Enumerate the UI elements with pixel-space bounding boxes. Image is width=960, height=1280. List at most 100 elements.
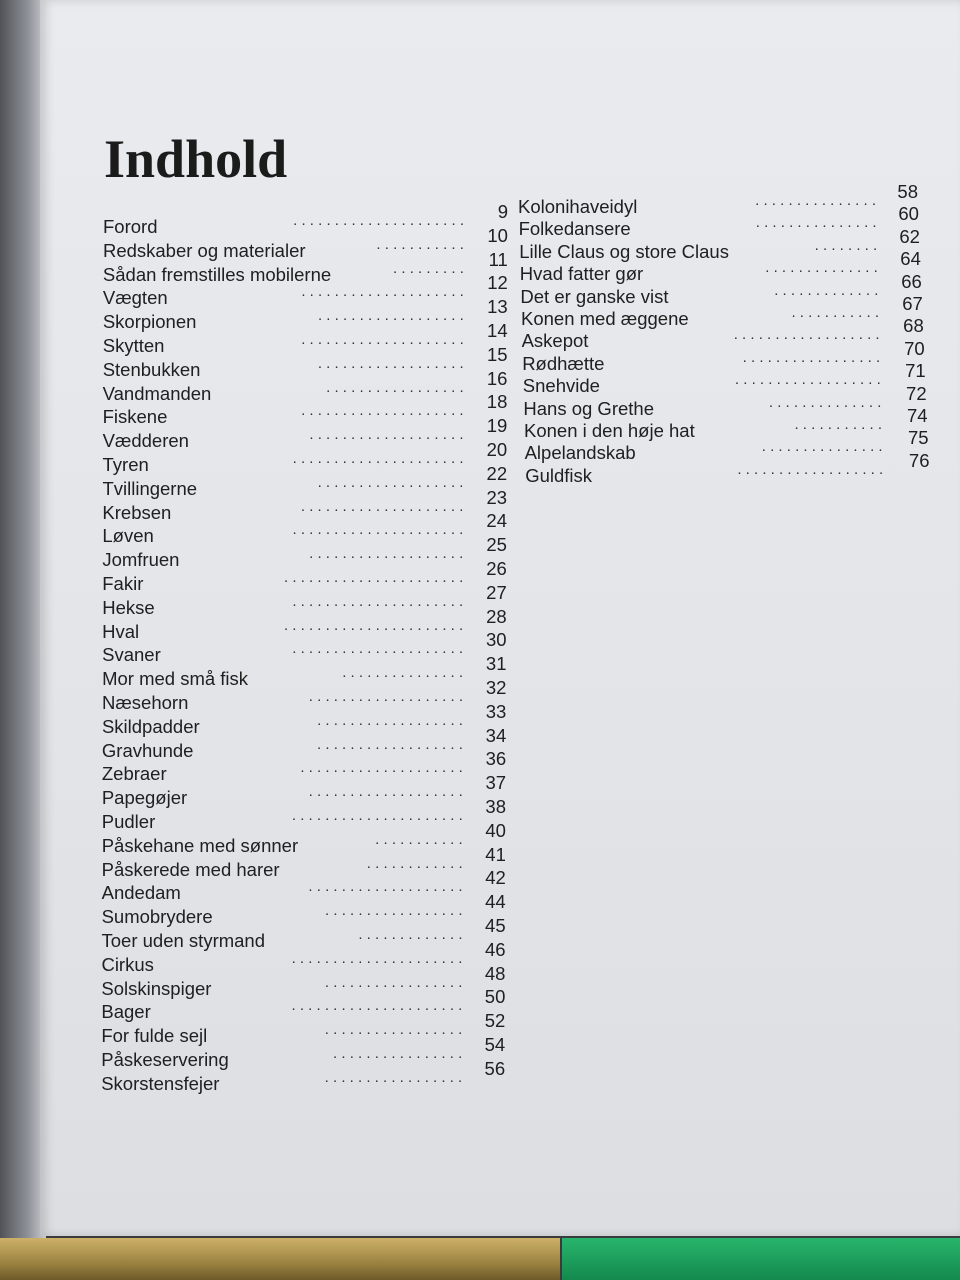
toc-entry-title: Hekse: [102, 596, 155, 618]
gold-book-edge: [0, 1238, 560, 1280]
toc-entry-title: Redskaber og materialer: [102, 239, 306, 261]
toc-entry: Redskaber og materialer . . . . . . . . .…: [102, 225, 508, 264]
toc-entry: Skorpionen . . . . . . . . . . . . . . . …: [102, 296, 508, 335]
toc-entry-title: Konen med æggene: [521, 307, 689, 329]
toc-entry-page: 19: [486, 415, 508, 437]
dot-leader: . . . . . . . . . . . . . . .: [342, 664, 464, 682]
toc-entry-title: Lille Claus og store Claus: [519, 240, 729, 262]
toc-entry-title: Tvillingerne: [102, 477, 198, 499]
toc-entry: Alpelandskab . . . . . . . . . . . . . . …: [525, 427, 929, 464]
dot-leader: . . . . . . . . . . . . . . . . . . . . …: [283, 616, 464, 634]
toc-entry: Påskeservering . . . . . . . . . . . . . …: [101, 1034, 506, 1073]
toc-entry-page: 54: [484, 1033, 506, 1055]
dot-leader: . . . . . . . . . . . . . . . . .: [326, 378, 464, 396]
toc-entry-title: Vandmanden: [102, 382, 212, 404]
toc-entry: Folkedansere . . . . . . . . . . . . . . …: [519, 203, 919, 240]
toc-entry-title: Svaner: [102, 644, 161, 666]
dot-leader: . . . . . . . . . . . . . . . . . . .: [309, 426, 464, 444]
toc-entry: Askepot . . . . . . . . . . . . . . . . .…: [521, 315, 924, 352]
toc-entry: Sådan fremstilles mobilerne . . . . . . .…: [102, 249, 508, 288]
toc-entry: Krebsen . . . . . . . . . . . . . . . . .…: [102, 487, 507, 526]
dot-leader: . . . . . . . . . . . . . . . . .: [324, 1021, 463, 1039]
toc-entry: Lille Claus og store Claus . . . . . . . …: [519, 226, 920, 263]
toc-entry: Forord . . . . . . . . . . . . . . . . . …: [103, 201, 508, 240]
dot-leader: . . . . . . . . . . . . . . . . . . . . …: [291, 949, 463, 967]
dot-leader: . . . . . . . . . . . . . . . . .: [325, 902, 463, 920]
toc-entry: Konen i den høje hat . . . . . . . . . . …: [524, 405, 928, 442]
toc-entry: Påskehane med sønner . . . . . . . . . . …: [102, 820, 507, 859]
toc-entry-title: Fakir: [102, 572, 144, 594]
toc-entry-title: Påskerede med harer: [101, 858, 280, 880]
toc-entry-title: Guldfisk: [525, 464, 593, 486]
dot-leader: . . . . . . . . . . . . . . . . .: [324, 1068, 463, 1086]
toc-entry: Hekse . . . . . . . . . . . . . . . . . .…: [102, 582, 507, 621]
toc-entry-title: Rødhætte: [522, 352, 605, 374]
toc-entry: Papegøjer . . . . . . . . . . . . . . . .…: [101, 772, 507, 811]
toc-entry-title: Bager: [101, 1001, 151, 1023]
toc-entry-page: 32: [485, 676, 507, 698]
toc-entry: Påskerede med harer . . . . . . . . . . .…: [101, 844, 507, 883]
toc-left-column: Forord . . . . . . . . . . . . . . . . . …: [101, 201, 508, 1096]
toc-entry: Jomfruen . . . . . . . . . . . . . . . . …: [102, 534, 507, 573]
toc-entry: Kolonihaveidyl . . . . . . . . . . . . . …: [518, 181, 918, 218]
dot-leader: . . . . . . . . . . . . . . . . . .: [733, 326, 880, 344]
toc-entry-title: Sumobrydere: [101, 906, 213, 928]
toc-entry-title: Zebraer: [101, 763, 167, 785]
toc-entry-page: 38: [485, 795, 506, 817]
toc-entry: Rødhætte . . . . . . . . . . . . . . . . …: [522, 338, 925, 375]
page-title: Indhold: [104, 129, 288, 189]
dot-leader: . . . . . . . . . . . . . . . . . . . . …: [293, 212, 464, 229]
dot-leader: . . . . . . . . . . . . . . . . . .: [317, 307, 464, 325]
toc-entry-title: Askepot: [521, 330, 589, 352]
dot-leader: . . . . . . . . . . . . . . . .: [333, 1044, 463, 1062]
dot-leader: . . . . . . . . . . . . . . . . .: [324, 973, 463, 991]
toc-entry: Svaner . . . . . . . . . . . . . . . . . …: [102, 629, 507, 668]
toc-entry-title: Skorpionen: [102, 311, 197, 333]
toc-entry-title: Tyren: [102, 453, 149, 475]
toc-entry-page: 18: [486, 391, 508, 413]
dot-leader: . . . . . . . . . . . . . . . . . .: [734, 371, 881, 389]
toc-entry-title: Skytten: [102, 334, 165, 356]
dot-leader: . . . . . . . . . . . . . . . . . .: [317, 354, 464, 372]
dot-leader: . . . . . . . . . . . . . . . . . . .: [309, 545, 464, 563]
toc-entry-page: 64: [900, 248, 921, 270]
toc-entry: Vægten . . . . . . . . . . . . . . . . . …: [103, 272, 508, 311]
toc-entry-title: Sådan fremstilles mobilerne: [102, 263, 332, 285]
dot-leader: . . . . . . . . . . . . . . . . . . . .: [301, 402, 464, 420]
toc-entry-page: 20: [486, 438, 508, 460]
dot-leader: . . . . . . . . . . . . . . . . . . . .: [300, 497, 464, 515]
toc-entry: Fakir . . . . . . . . . . . . . . . . . .…: [102, 558, 507, 597]
toc-entry-title: Forord: [103, 216, 158, 237]
dot-leader: . . . . . . . . . . . . . . . . . .: [317, 735, 463, 753]
toc-entry-page: 56: [484, 1057, 506, 1079]
toc-entry-title: Fiskene: [102, 406, 168, 428]
toc-entry: Næsehorn . . . . . . . . . . . . . . . . …: [102, 677, 507, 716]
dot-leader: . . . . . . . . . . . . . . . . . . . .: [301, 283, 464, 301]
toc-entry: Løven . . . . . . . . . . . . . . . . . .…: [102, 510, 507, 549]
toc-entry-title: Påskeservering: [101, 1048, 229, 1070]
toc-entry: Stenbukken . . . . . . . . . . . . . . . …: [103, 344, 508, 383]
toc-entry: Skytten . . . . . . . . . . . . . . . . .…: [102, 320, 508, 359]
toc-entry: Cirkus . . . . . . . . . . . . . . . . . …: [101, 939, 506, 978]
toc-entry-page: 13: [487, 296, 508, 318]
book-gutter: [0, 0, 46, 1240]
dot-leader: . . . . . . . . . . . . . . . . . . . . …: [292, 521, 464, 539]
dot-leader: . . . . . . . . . . . . . . . . . . . .: [300, 759, 463, 777]
toc-entry: Snehvide . . . . . . . . . . . . . . . . …: [523, 360, 926, 397]
toc-entry-page: 30: [486, 629, 507, 651]
toc-entry-page: 34: [485, 724, 507, 746]
toc-entry: Vædderen . . . . . . . . . . . . . . . . …: [103, 415, 508, 454]
toc-entry-page: 11: [488, 248, 508, 270]
toc-entry: Hvad fatter gør . . . . . . . . . . . . .…: [520, 248, 921, 285]
toc-entry-title: Papegøjer: [101, 787, 188, 809]
toc-entry: Mor med små fisk . . . . . . . . . . . . …: [102, 653, 507, 692]
toc-entry-page: 50: [484, 986, 506, 1008]
toc-entry-page: 46: [484, 938, 506, 960]
dot-leader: . . . . . . . . . . . . . . .: [755, 214, 877, 232]
dot-leader: . . . . . . . . . . . . . . . . . . . . …: [292, 640, 464, 658]
dot-leader: . . . . . . . . .: [393, 259, 464, 277]
toc-entry-title: Andedam: [101, 882, 181, 904]
toc-entry: Konen med æggene . . . . . . . . . . . 67: [521, 293, 923, 330]
toc-entry-page: 40: [485, 819, 506, 841]
toc-entry: Tvillingerne . . . . . . . . . . . . . . …: [102, 463, 507, 502]
